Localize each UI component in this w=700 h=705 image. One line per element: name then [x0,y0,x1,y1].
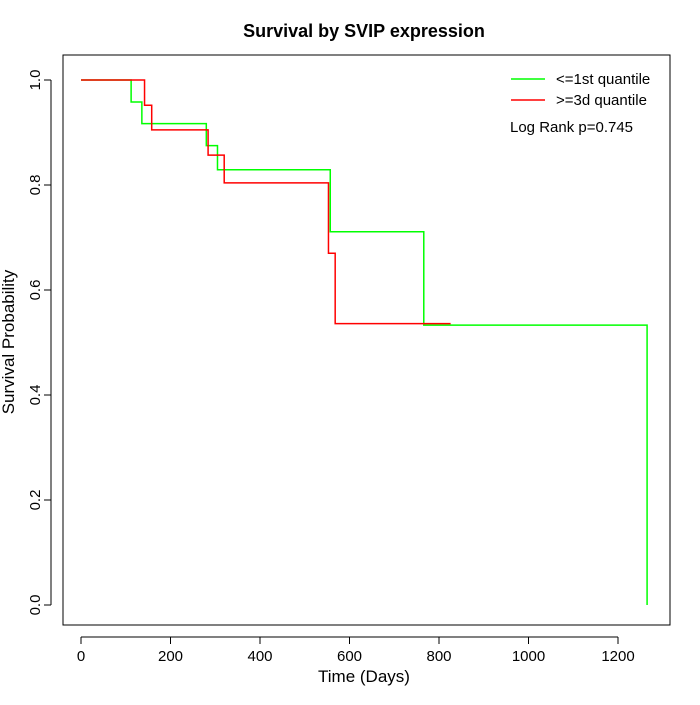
y-tick-label: 0.2 [27,490,44,511]
survival-curve-1 [81,79,451,325]
log-rank-annotation: Log Rank p=0.745 [510,119,633,136]
legend: <=1st quantile >=3d quantile Log Rank p=… [510,71,650,136]
y-tick-label: 0.6 [27,280,44,301]
x-tick-label: 400 [247,648,272,665]
y-tick-label: 1.0 [27,70,44,91]
x-tick-label: 800 [426,648,451,665]
x-tick-label: 1200 [601,648,634,665]
legend-label-0: <=1st quantile [556,71,650,88]
x-tick-label: 600 [337,648,362,665]
x-tick-label: 200 [158,648,183,665]
y-tick-label: 0.0 [27,595,44,616]
y-axis-label: Survival Probability [0,269,18,414]
chart-title: Survival by SVIP expression [243,21,485,41]
y-tick-label: 0.4 [27,385,44,406]
plot-frame [62,54,671,626]
legend-label-1: >=3d quantile [556,92,647,109]
x-tick-label: 1000 [512,648,545,665]
survival-curve-0 [81,79,648,605]
x-axis-label: Time (Days) [318,667,410,686]
y-tick-label: 0.8 [27,175,44,196]
x-tick-label: 0 [77,648,85,665]
